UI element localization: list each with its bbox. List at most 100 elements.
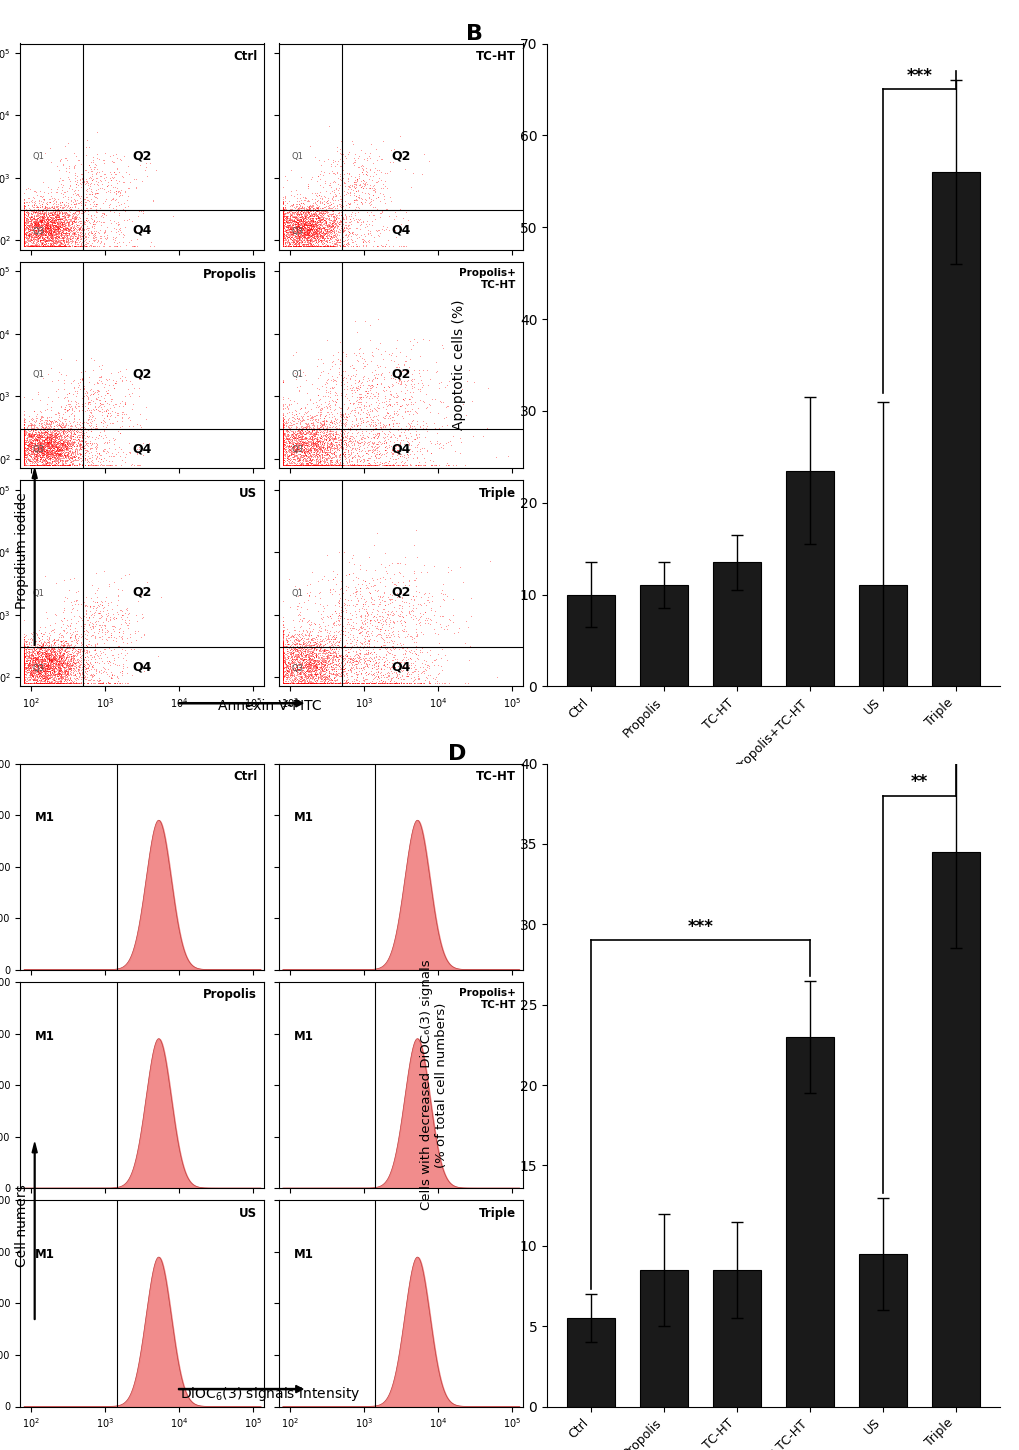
Point xyxy=(49,438,65,461)
Point xyxy=(16,426,33,450)
Point xyxy=(72,447,89,470)
Point xyxy=(40,419,56,442)
Point xyxy=(324,663,340,686)
Point xyxy=(274,432,290,455)
Point xyxy=(277,642,293,666)
Point xyxy=(413,605,429,628)
Point xyxy=(333,635,350,658)
Point xyxy=(318,409,334,432)
Point xyxy=(18,445,35,468)
Point xyxy=(25,434,42,457)
Point xyxy=(44,226,60,249)
Point xyxy=(103,188,119,212)
Point xyxy=(274,232,290,255)
Point xyxy=(113,608,129,631)
Point xyxy=(51,216,67,239)
Point xyxy=(327,219,343,242)
Point xyxy=(23,451,40,474)
Point xyxy=(48,426,64,450)
Point xyxy=(54,226,70,249)
Point xyxy=(31,218,47,241)
Point xyxy=(312,447,328,470)
Point xyxy=(96,660,112,683)
Point xyxy=(303,204,319,228)
Point xyxy=(20,444,37,467)
Point xyxy=(37,641,53,664)
Point xyxy=(22,644,39,667)
Point xyxy=(24,203,41,226)
Point xyxy=(336,671,353,695)
Point xyxy=(70,639,87,663)
Point xyxy=(311,447,327,470)
Point xyxy=(16,454,33,477)
Point xyxy=(430,377,446,400)
Point xyxy=(54,197,70,220)
Point xyxy=(38,654,54,677)
Point xyxy=(306,663,322,686)
Point xyxy=(310,418,326,441)
Point xyxy=(301,642,317,666)
Point xyxy=(41,216,57,239)
Point xyxy=(303,210,319,233)
Point xyxy=(321,235,337,258)
Point xyxy=(75,671,92,695)
Point xyxy=(67,392,84,415)
Point xyxy=(293,210,310,233)
Point xyxy=(39,435,55,458)
Point xyxy=(25,210,42,233)
Point xyxy=(38,219,54,242)
Point xyxy=(282,661,299,684)
Point xyxy=(325,661,341,684)
Point xyxy=(100,609,116,632)
Point xyxy=(338,447,355,470)
Point xyxy=(419,439,435,463)
Point xyxy=(63,402,79,425)
Point xyxy=(16,220,33,244)
Point xyxy=(96,447,112,470)
Point xyxy=(294,226,311,249)
Point xyxy=(395,436,412,460)
Point xyxy=(276,202,292,225)
Point xyxy=(287,210,304,233)
Point xyxy=(72,622,89,645)
Point xyxy=(305,670,321,693)
Point xyxy=(25,400,42,423)
Point xyxy=(351,648,367,671)
Point xyxy=(44,660,60,683)
Point xyxy=(311,429,327,452)
Point xyxy=(292,671,309,695)
Point xyxy=(291,212,308,235)
Point xyxy=(51,439,67,463)
Point xyxy=(57,634,73,657)
Point xyxy=(301,418,317,441)
Point xyxy=(16,654,33,677)
Point xyxy=(339,648,356,671)
Point xyxy=(44,233,60,257)
Point xyxy=(53,436,69,460)
Point xyxy=(305,650,321,673)
Point xyxy=(274,420,290,444)
Point xyxy=(292,671,309,695)
Point xyxy=(311,454,327,477)
Point xyxy=(56,434,72,457)
Point xyxy=(277,650,293,673)
Point xyxy=(36,658,52,682)
Point xyxy=(66,654,83,677)
Point xyxy=(352,450,368,473)
Point xyxy=(361,378,377,402)
Point xyxy=(296,442,312,465)
Point xyxy=(36,641,52,664)
Point xyxy=(42,206,58,229)
Point xyxy=(38,199,54,222)
Point xyxy=(46,644,62,667)
Point xyxy=(63,652,79,676)
Point xyxy=(71,226,88,249)
Point xyxy=(16,194,33,218)
Point xyxy=(26,661,43,684)
Point xyxy=(30,657,46,680)
Point xyxy=(26,668,43,692)
Point xyxy=(43,432,59,455)
Point xyxy=(305,438,321,461)
Point xyxy=(54,660,70,683)
Point xyxy=(33,215,49,238)
